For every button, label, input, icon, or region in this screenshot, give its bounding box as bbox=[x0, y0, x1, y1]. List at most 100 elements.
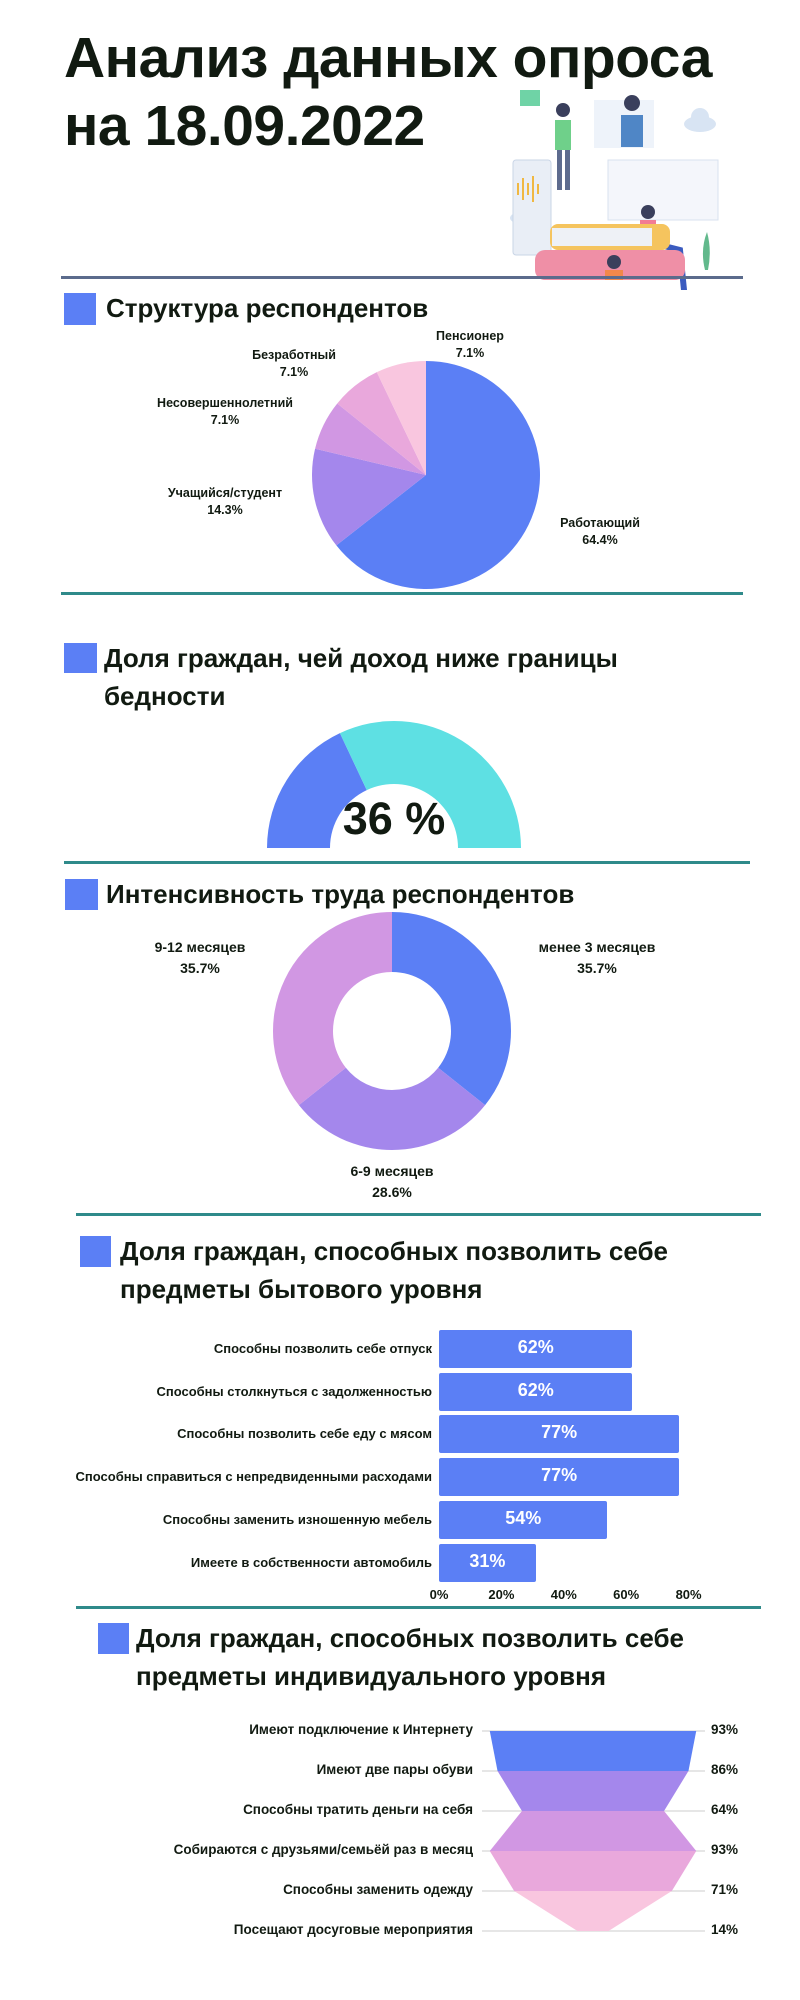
pie-label-category: Безработный bbox=[252, 348, 336, 362]
pie-label-value: 7.1% bbox=[279, 365, 309, 379]
donut-label: 6-9 месяцев 28.6% bbox=[350, 1161, 433, 1203]
bar bbox=[439, 1500, 608, 1539]
section-divider bbox=[76, 1213, 761, 1216]
bar-value-label: 77% bbox=[541, 1465, 578, 1486]
pie-label-category: Пенсионер bbox=[436, 329, 504, 343]
pie-label-value: 7.1% bbox=[455, 346, 485, 360]
bar-category-label: Способны заменить изношенную мебель bbox=[162, 1511, 432, 1527]
bar-value-label: 77% bbox=[541, 1422, 578, 1443]
donut-label-value: 35.7% bbox=[577, 960, 617, 976]
pie-label: Работающий 64.4% bbox=[560, 515, 640, 549]
donut-label: менее 3 месяцев 35.7% bbox=[539, 937, 656, 979]
section-divider bbox=[64, 861, 750, 864]
pie-slice bbox=[337, 372, 426, 475]
funnel-category-label: Способны заменить одежду bbox=[283, 1882, 473, 1897]
section-title-line: Доля граждан, способных позволить себе bbox=[136, 1623, 684, 1653]
pie-label-value: 64.4% bbox=[582, 533, 618, 547]
donut-label-category: менее 3 месяцев bbox=[538, 939, 656, 955]
pie-label-value: 14.3% bbox=[207, 503, 243, 517]
plant-icon bbox=[702, 232, 710, 270]
section-title-intensity: Интенсивность труда респондентов bbox=[106, 879, 575, 909]
x-axis-tick-label: 20% bbox=[488, 1587, 515, 1602]
page-title: Анализ данных опроса bbox=[64, 26, 712, 90]
chat-bubble-icon bbox=[520, 90, 540, 106]
donut-label-category: 9-12 месяцев bbox=[154, 939, 246, 955]
section-title-line: предметы индивидуального уровня bbox=[136, 1661, 607, 1691]
pie-slice bbox=[376, 361, 426, 475]
funnel-category-label: Посещают досуговые мероприятия bbox=[233, 1922, 473, 1937]
funnel-segment bbox=[489, 1731, 697, 1771]
bar bbox=[439, 1372, 633, 1411]
bar-category-label: Способны справиться с непредвиденными ра… bbox=[75, 1469, 432, 1485]
funnel-segment bbox=[489, 1851, 697, 1891]
pie-label-category: Работающий bbox=[560, 516, 640, 530]
illustration-cloud-icon bbox=[684, 108, 716, 132]
section-marker-icon bbox=[64, 293, 96, 325]
x-axis-tick-label: 40% bbox=[550, 1587, 577, 1602]
section-title-poverty: Доля граждан, чей доход ниже границы бед… bbox=[104, 639, 618, 715]
gauge-filled-arc bbox=[267, 733, 367, 848]
section-title-line: предметы бытового уровня bbox=[120, 1274, 483, 1304]
section-marker-icon bbox=[65, 879, 98, 910]
section-divider bbox=[76, 1606, 761, 1609]
bar bbox=[439, 1415, 680, 1454]
funnel-value-label: 93% bbox=[711, 1842, 739, 1857]
bar-category-label: Способны столкнуться с задолженностью bbox=[156, 1383, 432, 1399]
funnel-category-label: Способны тратить деньги на себя bbox=[243, 1802, 473, 1817]
funnel-category-label: Имеют две пары обуви bbox=[316, 1762, 473, 1777]
section-title-line: бедности bbox=[104, 681, 226, 711]
pie-label-category: Учащийся/студент bbox=[167, 486, 283, 500]
pie-label: Безработный 7.1% bbox=[252, 347, 336, 381]
funnel-value-label: 71% bbox=[711, 1882, 739, 1897]
donut-label: 9-12 месяцев 35.7% bbox=[155, 937, 246, 979]
donut-slice bbox=[298, 1067, 486, 1150]
section-divider bbox=[61, 592, 743, 595]
gauge-remaining-arc bbox=[339, 721, 521, 848]
pie-label: Учащийся/студент 14.3% bbox=[168, 485, 282, 519]
funnel-category-label: Имеют подключение к Интернету bbox=[249, 1722, 473, 1737]
funnel-segment bbox=[497, 1771, 689, 1811]
bar-category-label: Имеете в собственности автомобиль bbox=[190, 1554, 432, 1570]
section-marker-icon bbox=[64, 643, 97, 673]
gauge-value: 36 % bbox=[342, 793, 446, 844]
section-marker-icon bbox=[98, 1623, 129, 1654]
section-title-household: Доля граждан, способных позволить себе п… bbox=[120, 1232, 668, 1308]
survey-illustration bbox=[510, 90, 719, 290]
funnel-value-label: 14% bbox=[711, 1922, 739, 1937]
pie-label-category: Несовершеннолетний bbox=[157, 396, 293, 410]
section-divider bbox=[61, 276, 743, 279]
pie-label: Несовершеннолетний 7.1% bbox=[157, 395, 293, 429]
bar bbox=[439, 1330, 633, 1368]
donut-label-value: 28.6% bbox=[372, 1184, 412, 1200]
donut-label-value: 35.7% bbox=[180, 960, 220, 976]
pie-label: Пенсионер 7.1% bbox=[436, 328, 504, 362]
section-title-individual: Доля граждан, способных позволить себе п… bbox=[136, 1619, 684, 1695]
section-marker-icon bbox=[80, 1236, 111, 1267]
bar-value-label: 31% bbox=[469, 1550, 506, 1571]
pie-slice bbox=[311, 448, 426, 546]
bar-value-label: 62% bbox=[517, 1379, 554, 1400]
funnel-segment bbox=[514, 1891, 672, 1931]
pie-slice bbox=[315, 403, 426, 475]
pie-label-value: 7.1% bbox=[210, 413, 240, 427]
funnel-value-label: 64% bbox=[711, 1802, 739, 1817]
bar bbox=[439, 1458, 680, 1497]
x-axis-tick-label: 0% bbox=[429, 1587, 449, 1602]
page-date: на 18.09.2022 bbox=[64, 94, 425, 158]
donut-label-category: 6-9 месяцев bbox=[350, 1163, 434, 1179]
funnel-value-label: 93% bbox=[711, 1722, 739, 1737]
section-title-line: Доля граждан, чей доход ниже границы bbox=[104, 643, 618, 673]
bar bbox=[439, 1543, 536, 1582]
funnel-value-label: 86% bbox=[711, 1762, 739, 1777]
funnel-category-label: Собираются с друзьями/семьёй раз в месяц bbox=[173, 1842, 473, 1857]
bar-value-label: 54% bbox=[505, 1507, 542, 1528]
pie-slice bbox=[336, 361, 541, 589]
x-axis-tick-label: 60% bbox=[613, 1587, 640, 1602]
donut-slice bbox=[392, 912, 511, 1106]
section-title-structure: Структура респондентов bbox=[106, 293, 429, 323]
x-axis-tick-label: 80% bbox=[675, 1587, 702, 1602]
funnel-segment bbox=[489, 1811, 697, 1851]
section-title-line: Доля граждан, способных позволить себе bbox=[120, 1236, 668, 1266]
donut-slice bbox=[273, 912, 392, 1106]
